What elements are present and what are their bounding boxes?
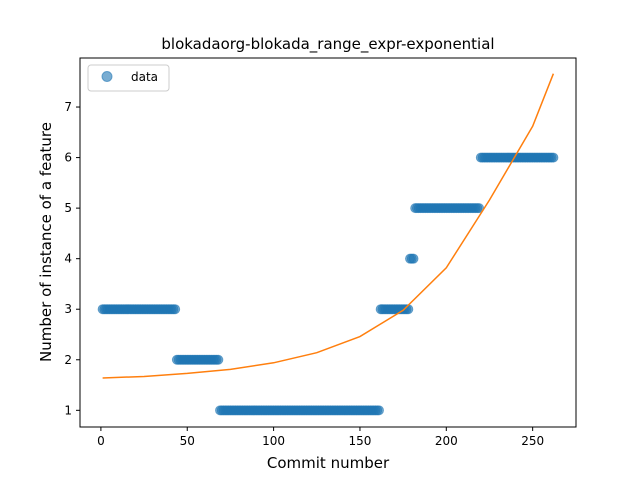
- y-axis-label: Number of instance of a feature: [37, 122, 55, 362]
- y-tick-label: 2: [64, 353, 72, 367]
- y-tick-label: 3: [64, 302, 72, 316]
- data-point: [213, 354, 224, 365]
- y-axis: 1 2 3 4 5 6 7: [64, 100, 80, 417]
- x-tick-label: 100: [262, 434, 285, 448]
- x-tick-label: 0: [97, 434, 105, 448]
- fit-line: [102, 73, 555, 379]
- data-point: [408, 253, 419, 264]
- data-point: [548, 152, 559, 163]
- x-tick-label: 50: [180, 434, 195, 448]
- data-point: [373, 405, 384, 416]
- y-tick-label: 5: [64, 201, 72, 215]
- data-point: [170, 304, 181, 315]
- x-axis: 0 50 100 150 200 250: [97, 427, 544, 448]
- x-axis-label: Commit number: [267, 454, 390, 472]
- x-tick-label: 250: [521, 434, 544, 448]
- plot-area: [97, 73, 559, 416]
- y-tick-label: 1: [64, 403, 72, 417]
- y-tick-label: 6: [64, 151, 72, 165]
- legend: data: [87, 64, 170, 92]
- x-tick-label: 200: [435, 434, 458, 448]
- chart-title: blokadaorg-blokada_range_expr-exponentia…: [161, 35, 494, 54]
- legend-label-data: data: [131, 70, 158, 84]
- y-tick-label: 4: [64, 252, 72, 266]
- axes-frame: [79, 57, 577, 428]
- y-tick-label: 7: [64, 100, 72, 114]
- legend-marker: [101, 71, 113, 82]
- x-tick-label: 150: [348, 434, 371, 448]
